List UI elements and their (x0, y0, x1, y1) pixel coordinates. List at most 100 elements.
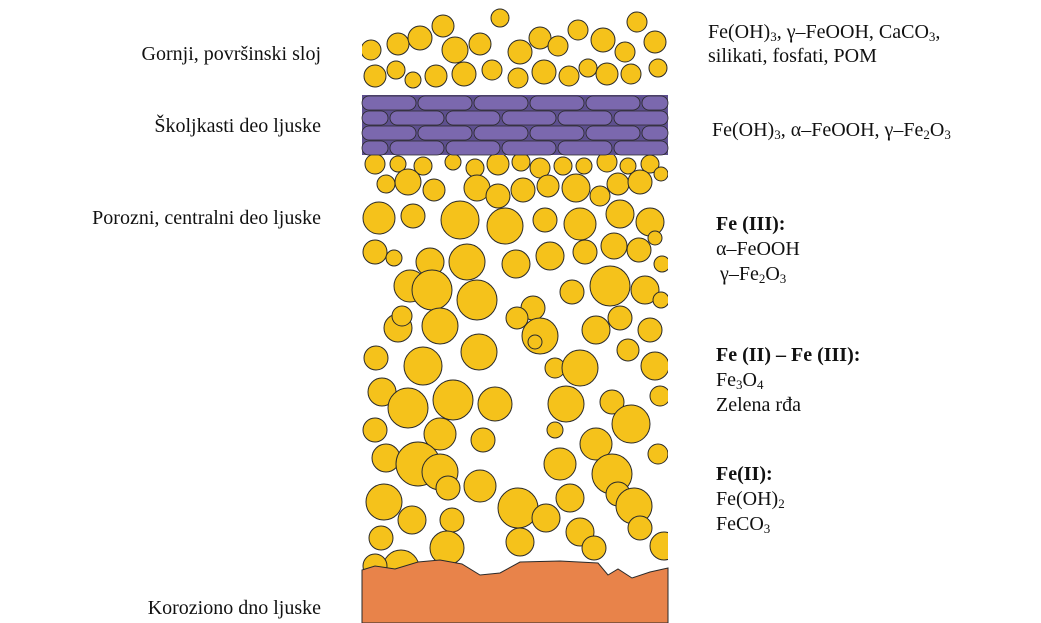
particle (630, 275, 660, 305)
particle (616, 338, 640, 362)
shell-brick (641, 95, 669, 111)
particle (563, 207, 597, 241)
particle (444, 153, 462, 171)
particle (507, 67, 529, 89)
particle (365, 483, 403, 521)
particle (606, 172, 630, 196)
particle (403, 346, 443, 386)
particle (649, 531, 668, 561)
particle (507, 39, 533, 65)
subscript: 4 (756, 377, 764, 392)
subscript: 3 (774, 127, 781, 142)
particle (386, 32, 410, 56)
particle (547, 35, 569, 57)
particle (647, 230, 663, 246)
particle (581, 315, 611, 345)
particle (431, 14, 455, 38)
corroded-base (361, 559, 669, 623)
surface-composition: Fe(OH)3, γ–FeOOH, CaCO3, silikati, fosfa… (708, 20, 940, 68)
shell-brick (361, 95, 417, 111)
particle (391, 305, 413, 327)
particle (599, 389, 625, 415)
shell-brick (613, 140, 669, 156)
particle (481, 59, 503, 81)
particle (463, 469, 497, 503)
particle (543, 447, 577, 481)
shell-brick (501, 110, 557, 126)
fe2-item-2: FeCO3 (716, 512, 785, 537)
surface-composition-line2: silikati, fosfati, POM (708, 45, 877, 67)
particle (648, 58, 668, 78)
text-part: γ–Fe (720, 263, 759, 285)
label-surface-layer: Gornji, površinski sloj (141, 43, 321, 65)
fe2-heading: Fe(II): (716, 463, 773, 485)
particle (497, 487, 539, 529)
text-part: Fe(OH) (712, 119, 775, 141)
fe23-item-2: Zelena rđa (716, 394, 801, 416)
shell-brick (473, 95, 529, 111)
particle (635, 207, 665, 237)
particle (620, 63, 642, 85)
particle (477, 386, 513, 422)
label-porous-layer: Porozni, centralni deo ljuske (92, 207, 321, 229)
particle (362, 417, 388, 443)
fe2-group: Fe(II): Fe(OH)2 FeCO3 (716, 462, 785, 537)
particle (561, 349, 599, 387)
particle (505, 527, 535, 557)
particle (614, 41, 636, 63)
fe3-group: Fe (III): α–FeOOH γ–Fe2O3 (716, 212, 800, 287)
particle (363, 64, 387, 88)
particle (505, 306, 529, 330)
particle (404, 71, 422, 89)
particle (627, 515, 653, 541)
particle (626, 11, 648, 33)
particle (510, 177, 536, 203)
text-part: O (742, 369, 757, 391)
particle (460, 333, 498, 371)
particle (376, 174, 396, 194)
particle (649, 385, 668, 407)
particle (607, 305, 633, 331)
particle (572, 239, 598, 265)
subscript: 3 (763, 521, 771, 536)
particle (578, 58, 598, 78)
shell-brick (361, 125, 417, 141)
particle (531, 59, 557, 85)
subscript: 3 (779, 271, 787, 286)
shell-brick (585, 125, 641, 141)
subscript: 2 (758, 271, 766, 286)
fe3-item-1: α–FeOOH (716, 238, 800, 260)
particle (521, 317, 559, 355)
shell-brick (361, 140, 389, 156)
particle (547, 385, 585, 423)
particle (589, 265, 631, 307)
particle (440, 200, 480, 240)
shell-brick-layer (361, 95, 669, 156)
particle (441, 36, 469, 64)
particle (448, 243, 486, 281)
shell-brick (585, 95, 641, 111)
subscript: 3 (736, 377, 743, 392)
particle (536, 174, 560, 198)
shell-brick (361, 110, 389, 126)
text-part: , γ–FeOOH, CaCO (776, 21, 929, 43)
particle (421, 307, 459, 345)
subscript: 2 (778, 496, 785, 511)
particle (511, 152, 531, 172)
particle (653, 255, 668, 273)
particle (619, 157, 637, 175)
particle (435, 475, 461, 501)
particle (637, 317, 663, 343)
particle (397, 505, 427, 535)
fe3-item-2: γ–Fe2O3 (716, 262, 800, 287)
label-shell-layer: Školjkasti deo ljuske (154, 115, 321, 137)
particle (400, 203, 426, 229)
particle (579, 427, 613, 461)
particle (627, 169, 653, 195)
particle (527, 334, 543, 350)
subscript: 3 (944, 127, 951, 142)
text-part: Fe(OH) (716, 488, 779, 510)
particle (424, 64, 448, 88)
particle (470, 427, 496, 453)
